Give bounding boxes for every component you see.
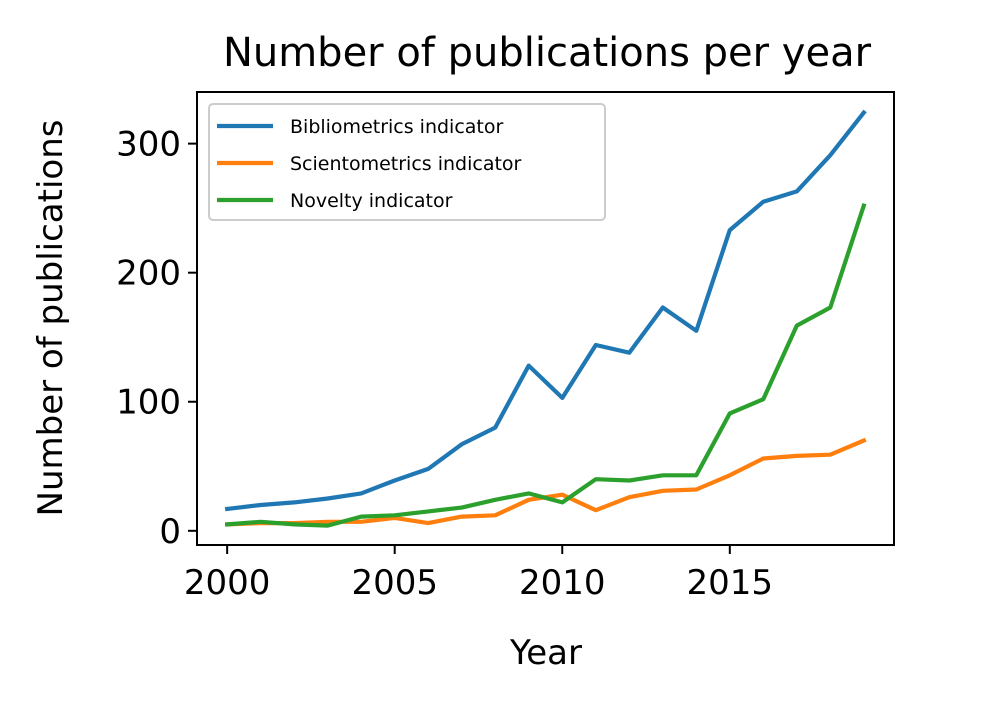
legend: Bibliometrics indicator Scientometrics in…: [208, 103, 606, 221]
y-tick-label: 100: [116, 383, 181, 423]
y-axis-label: Number of publications: [31, 120, 71, 517]
x-axis-label: Year: [509, 633, 582, 673]
legend-label-scientometrics-indicator: Scientometrics indicator: [290, 153, 522, 175]
series-line-scientometrics-indicator: [225, 437, 867, 527]
legend-box: [208, 103, 606, 221]
y-tick-label: 0: [159, 512, 181, 552]
x-axis-ticks: 2000 2005 2010 2015: [184, 545, 773, 603]
legend-label-bibliometrics-indicator: Bibliometrics indicator: [290, 116, 504, 138]
x-tick-label: 2000: [184, 563, 271, 603]
series-line-novelty-indicator: [224, 202, 867, 528]
series-layer: [224, 109, 867, 528]
y-tick-label: 300: [116, 125, 181, 165]
x-tick-label: 2005: [351, 563, 438, 603]
chart-title: Number of publications per year: [223, 30, 872, 76]
legend-label-novelty-indicator: Novelty indicator: [290, 190, 453, 212]
y-tick-label: 200: [116, 254, 181, 294]
x-tick-label: 2015: [687, 563, 774, 603]
y-axis-ticks: 0 100 200 300: [116, 125, 197, 552]
series-line-bibliometrics-indicator: [224, 109, 867, 512]
plot-frame: [196, 91, 895, 546]
x-tick-label: 2010: [519, 563, 606, 603]
